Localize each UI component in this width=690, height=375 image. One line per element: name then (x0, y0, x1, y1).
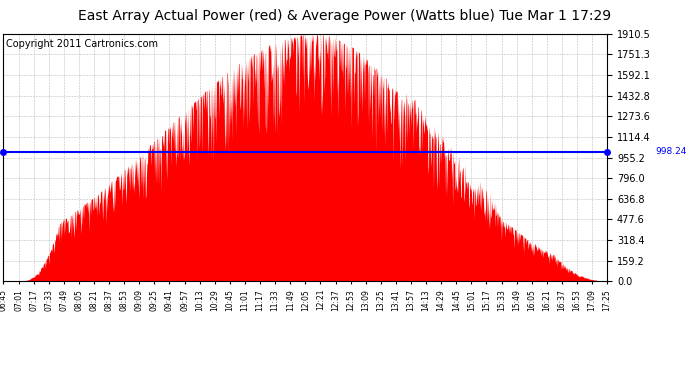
Text: Copyright 2011 Cartronics.com: Copyright 2011 Cartronics.com (6, 39, 159, 49)
Text: East Array Actual Power (red) & Average Power (Watts blue) Tue Mar 1 17:29: East Array Actual Power (red) & Average … (79, 9, 611, 23)
Text: 998.24: 998.24 (656, 147, 687, 156)
